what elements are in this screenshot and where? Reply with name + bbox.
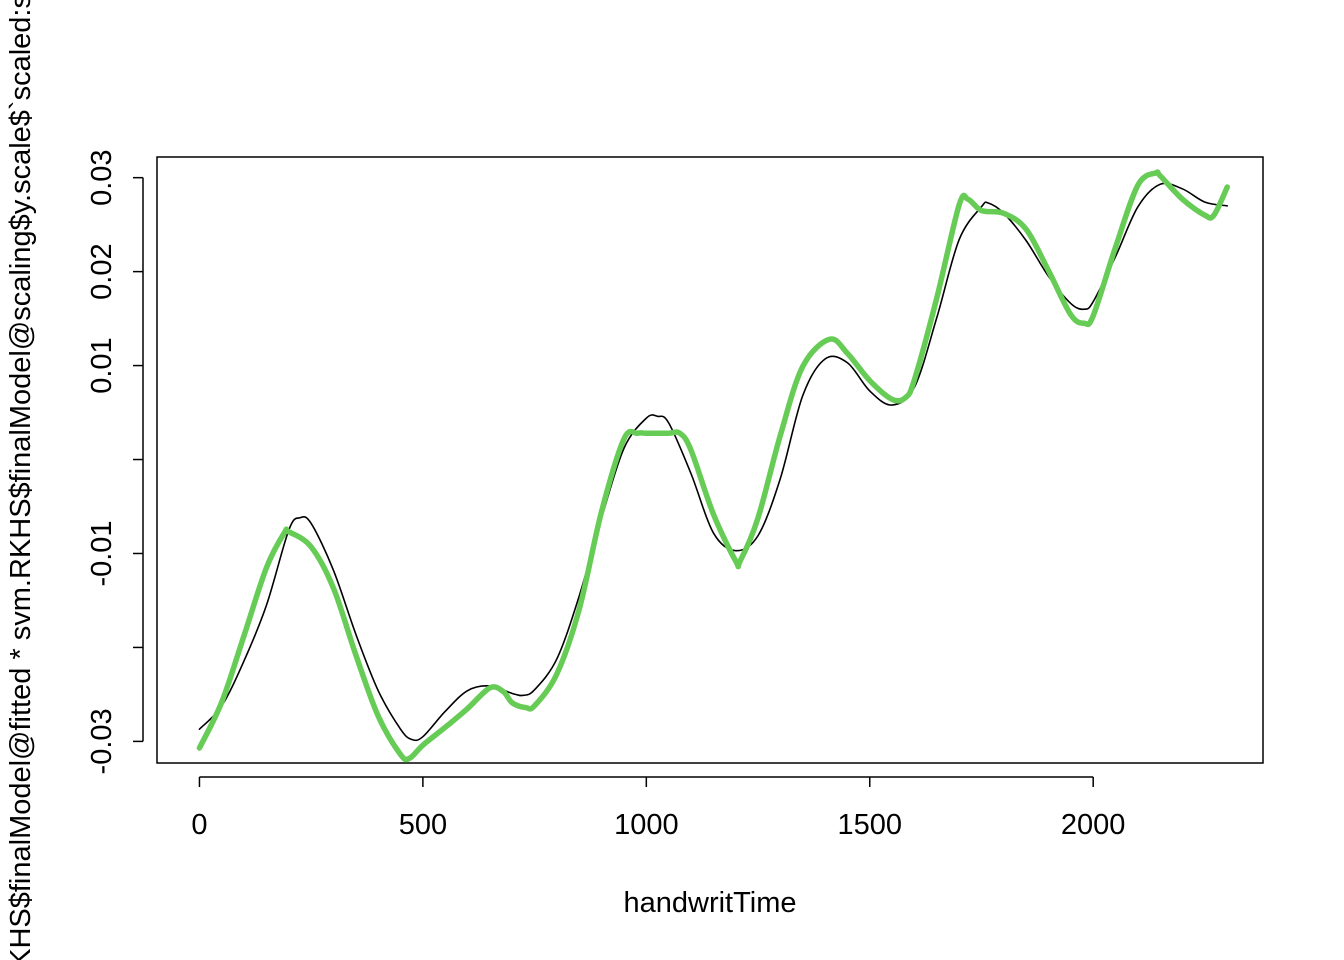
- y-tick-label: 0.01: [86, 337, 118, 393]
- x-axis-title: handwritTime: [624, 887, 797, 919]
- x-tick-label: 0: [191, 809, 207, 841]
- series-line-2: [196, 169, 1230, 763]
- y-axis-title: RKHS$finalModel@fitted * svm.RKHS$finalM…: [5, 0, 37, 960]
- series-layer: [196, 169, 1230, 763]
- x-axis: 0 500 1000 1500 2000: [191, 776, 1126, 841]
- y-tick-label: -0.01: [86, 520, 118, 586]
- x-tick-label: 1000: [614, 809, 679, 841]
- x-tick-label: 2000: [1061, 809, 1126, 841]
- y-axis: -0.03 -0.01 0.01 0.02 0.03: [86, 149, 144, 774]
- y-tick-label: 0.02: [86, 243, 118, 299]
- plot-frame: [156, 156, 1264, 764]
- y-tick-label: 0.03: [86, 149, 118, 205]
- x-tick-label: 1500: [837, 809, 902, 841]
- y-tick-label: -0.03: [86, 708, 118, 774]
- x-tick-label: 500: [399, 809, 447, 841]
